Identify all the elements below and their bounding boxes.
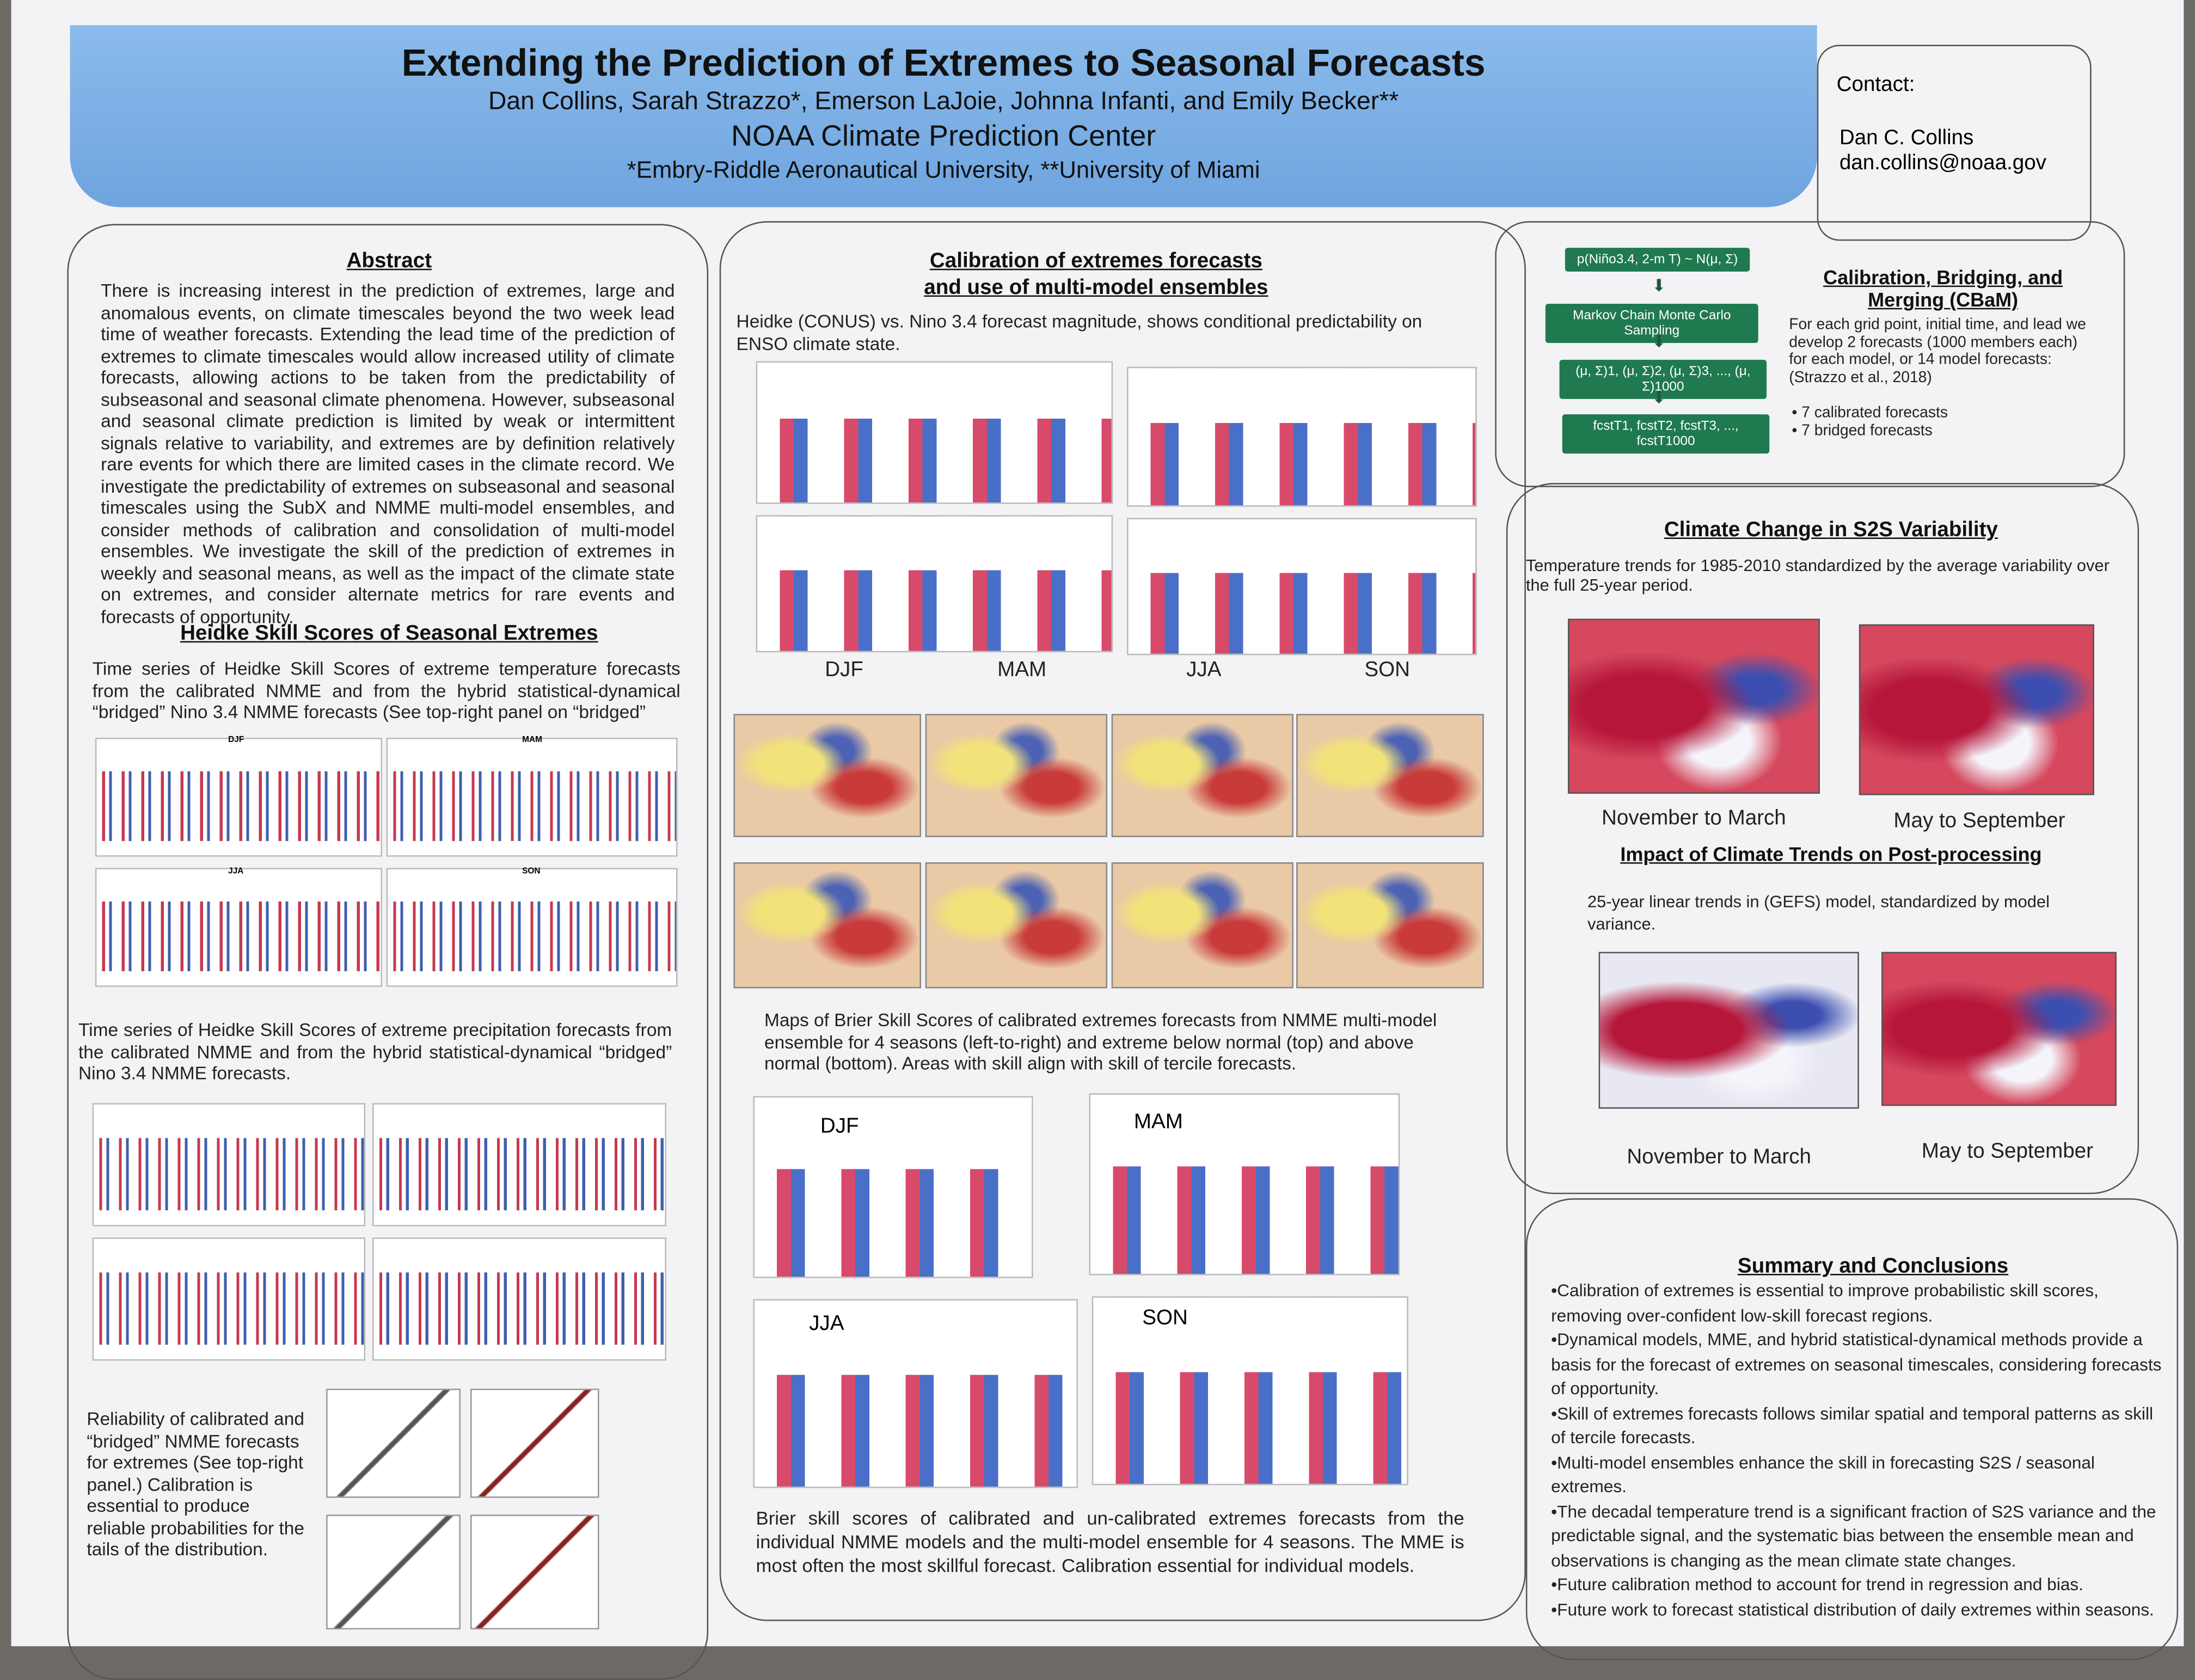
bss-map xyxy=(925,862,1107,989)
bss-map xyxy=(1111,862,1293,989)
hss-bar-chart xyxy=(756,361,1113,504)
flow-node: fcstT1, fcstT2, fcstT3, ..., fcstT1000 xyxy=(1562,414,1770,454)
abstract-heading: Abstract xyxy=(346,249,432,273)
bss-map xyxy=(733,714,921,837)
contact-name: Dan C. Collins xyxy=(1839,126,1974,150)
summary-bullet: •Future work to forecast statistical dis… xyxy=(1551,1599,2154,1619)
brier-caption: Brier skill scores of calibrated and un-… xyxy=(756,1507,1464,1577)
poster: Extending the Prediction of Extremes to … xyxy=(11,0,2184,1680)
brier-season: MAM xyxy=(1133,1110,1183,1134)
flow-node: Markov Chain Monte Carlo Sampling xyxy=(1545,303,1758,343)
heidke-precip-text: Time series of Heidke Skill Scores of ex… xyxy=(78,1019,672,1084)
brier-chart xyxy=(1092,1296,1408,1486)
gefs-map xyxy=(1881,952,2117,1106)
gefs-map xyxy=(1598,952,1859,1109)
map-label: May to September xyxy=(1893,809,2065,833)
brier-chart xyxy=(753,1299,1078,1488)
contact-box xyxy=(1817,45,2092,241)
trend-map xyxy=(1567,618,1820,794)
brier-chart xyxy=(753,1096,1033,1278)
climate-panel xyxy=(1506,483,2139,1194)
authors: Dan Collins, Sarah Strazzo*, Emerson LaJ… xyxy=(488,87,1399,115)
header-band xyxy=(70,25,1817,207)
precip-chart xyxy=(92,1103,366,1227)
map-label: May to September xyxy=(1921,1139,2093,1163)
flow-node: (μ, Σ)1, (μ, Σ)2, (μ, Σ)3, ..., (μ, Σ)10… xyxy=(1559,359,1767,399)
hss-bar-chart xyxy=(1126,518,1477,655)
reliability-chart xyxy=(326,1388,461,1498)
brier-chart xyxy=(1089,1093,1400,1276)
flow-arrow: ⬇ xyxy=(1652,275,1666,296)
reliability-chart xyxy=(326,1515,461,1630)
season-label: MAM xyxy=(997,658,1047,682)
calibration-heading: Calibration of extremes forecasts xyxy=(929,249,1262,273)
temp-chart xyxy=(386,868,678,987)
middle-panel xyxy=(719,221,1526,1621)
title: Extending the Prediction of Extremes to … xyxy=(401,42,1486,84)
impact-text: 25-year linear trends in (GEFS) model, s… xyxy=(1587,891,2050,934)
bss-map xyxy=(1296,714,1484,837)
calibration-intro: Heidke (CONUS) vs. Nino 3.4 forecast mag… xyxy=(736,310,1423,354)
summary-bullet: •Multi-model ensembles enhance the skill… xyxy=(1551,1452,2095,1497)
panel-season: JJA xyxy=(228,868,244,876)
maps-caption: Maps of Brier Skill Scores of calibrated… xyxy=(764,1009,1437,1074)
map-label: November to March xyxy=(1602,806,1786,830)
flow-arrow: ⬇ xyxy=(1652,388,1666,408)
bss-map xyxy=(925,714,1107,837)
cbam-panel xyxy=(1495,221,2125,487)
contact-label: Contact: xyxy=(1836,72,1915,97)
bss-map xyxy=(733,862,921,989)
summary-heading: Summary and Conclusions xyxy=(1737,1254,2009,1278)
temp-chart xyxy=(95,868,382,987)
bss-map xyxy=(1296,862,1484,989)
page: Extending the Prediction of Extremes to … xyxy=(11,0,2184,1680)
season-label: SON xyxy=(1364,658,1411,682)
summary-bullet: •Calibration of extremes is essential to… xyxy=(1551,1280,2099,1325)
season-label: DJF xyxy=(825,658,863,682)
heidke-heading: Heidke Skill Scores of Seasonal Extremes xyxy=(180,621,598,646)
footnote: *Embry-Riddle Aeronautical University, *… xyxy=(627,156,1260,183)
panel-season: DJF xyxy=(228,736,244,745)
summary-bullet: •Dynamical models, MME, and hybrid stati… xyxy=(1551,1329,2162,1399)
climate-heading: Climate Change in S2S Variability xyxy=(1664,518,1998,542)
stage: Extending the Prediction of Extremes to … xyxy=(11,0,2184,1680)
season-label: JJA xyxy=(1186,658,1222,682)
flow-node: p(Niño3.4, 2-m T) ~ N(μ, Σ) xyxy=(1565,248,1750,272)
brier-season: JJA xyxy=(809,1311,844,1336)
reliability-chart xyxy=(470,1515,599,1630)
map-label: November to March xyxy=(1627,1145,1812,1169)
trend-map xyxy=(1859,624,2094,795)
summary-bullet: •Future calibration method to account fo… xyxy=(1551,1574,2083,1595)
brier-season: DJF xyxy=(820,1114,859,1138)
brier-season: SON xyxy=(1142,1306,1188,1330)
abstract-text: There is increasing interest in the pred… xyxy=(101,280,675,627)
affiliation: NOAA Climate Prediction Center xyxy=(731,120,1156,153)
bss-map xyxy=(1111,714,1293,837)
contact-email: dan.collins@noaa.gov xyxy=(1839,151,2046,175)
precip-chart xyxy=(372,1103,666,1227)
flow-arrow: ⬇ xyxy=(1652,332,1666,352)
precip-chart xyxy=(372,1237,666,1361)
precip-chart xyxy=(92,1237,366,1361)
temp-chart xyxy=(95,738,382,857)
hss-bar-chart xyxy=(756,515,1113,653)
cbam-heading: Calibration, Bridging, and Merging (CBaM… xyxy=(1823,266,2063,311)
reliability-text: Reliability of calibrated and “bridged” … xyxy=(87,1408,304,1560)
panel-season: SON xyxy=(522,868,541,876)
reliability-chart xyxy=(470,1388,599,1498)
calibration-heading: and use of multi-model ensembles xyxy=(924,275,1268,300)
hss-bar-chart xyxy=(1126,366,1477,507)
cbam-bullet: • 7 calibrated forecasts xyxy=(1792,404,1948,421)
heidke-temp-text: Time series of Heidke Skill Scores of ex… xyxy=(92,658,680,722)
summary-bullet: •The decadal temperature trend is a sign… xyxy=(1551,1501,2156,1570)
summary-bullet: •Skill of extremes forecasts follows sim… xyxy=(1551,1403,2154,1448)
climate-text: Temperature trends for 1985-2010 standar… xyxy=(1525,555,2110,595)
cbam-text: For each grid point, initial time, and l… xyxy=(1789,316,2086,386)
impact-heading: Impact of Climate Trends on Post-process… xyxy=(1620,842,2042,866)
summary-list: •Calibration of extremes is essential to… xyxy=(1551,1279,2167,1622)
panel-season: MAM xyxy=(522,736,543,745)
temp-chart xyxy=(386,738,678,857)
cbam-bullet: • 7 bridged forecasts xyxy=(1792,422,1933,440)
